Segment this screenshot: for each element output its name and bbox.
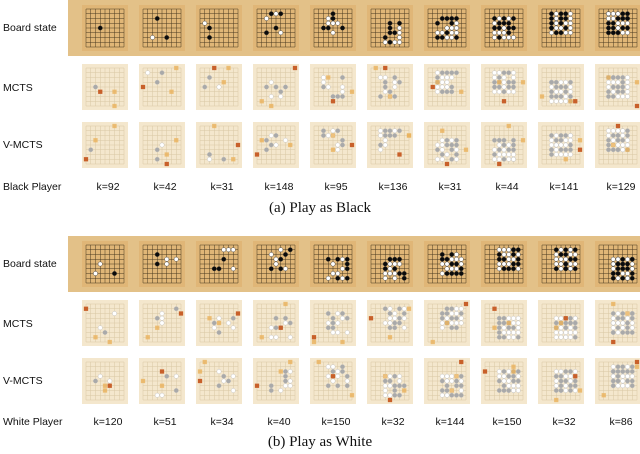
- heatmap-board: [196, 64, 242, 110]
- row-label-mcts: MCTS: [3, 318, 33, 330]
- heatmap-board: [253, 64, 299, 110]
- board-state: [424, 5, 470, 51]
- heatmap-board: [310, 358, 356, 404]
- board-state: [196, 241, 242, 287]
- row-label-board-state: Board state: [3, 22, 57, 34]
- heatmap-board: [139, 300, 185, 346]
- row-label-mcts: MCTS: [3, 82, 33, 94]
- row-label-board-state: Board state: [3, 258, 57, 270]
- heatmap-board: [538, 358, 584, 404]
- k-values-row: k=92 k=42 k=31 k=148 k=95 k=136 k=31 k=4…: [0, 181, 640, 195]
- k-value: k=31: [210, 181, 234, 193]
- board-state: [595, 241, 640, 287]
- k-value: k=32: [552, 416, 576, 428]
- k-value: k=136: [378, 181, 408, 193]
- heatmap-board: [424, 358, 470, 404]
- heatmap-board: [367, 358, 413, 404]
- heatmap-board: [367, 300, 413, 346]
- board-state: [424, 241, 470, 287]
- heatmap-board: [538, 300, 584, 346]
- heatmap-board: [481, 64, 527, 110]
- board-state: [538, 241, 584, 287]
- k-values-row: k=120 k=51 k=34 k=40 k=150 k=32 k=144 k=…: [0, 416, 640, 430]
- k-value: k=141: [549, 181, 579, 193]
- heatmap-board: [196, 300, 242, 346]
- player-label: Black Player: [3, 181, 62, 193]
- heatmap-board: [538, 122, 584, 168]
- board-state: [595, 5, 640, 51]
- board-state: [82, 241, 128, 287]
- k-value: k=92: [96, 181, 120, 193]
- k-value: k=51: [153, 416, 177, 428]
- heatmap-board: [538, 64, 584, 110]
- heatmap-board: [310, 300, 356, 346]
- heatmap-board: [367, 64, 413, 110]
- caption-a: (a) Play as Black: [268, 200, 372, 216]
- k-value: k=129: [606, 181, 636, 193]
- heatmap-board: [310, 122, 356, 168]
- k-value: k=144: [435, 416, 465, 428]
- heatmap-board: [481, 358, 527, 404]
- heatmap-board: [367, 122, 413, 168]
- k-value: k=31: [438, 181, 462, 193]
- heatmap-board: [196, 358, 242, 404]
- k-value: k=148: [264, 181, 294, 193]
- heatmap-board: [595, 122, 640, 168]
- heatmap-board: [253, 300, 299, 346]
- board-state: [139, 5, 185, 51]
- row-label-v-mcts: V-MCTS: [3, 139, 43, 151]
- heatmap-board: [481, 300, 527, 346]
- k-value: k=42: [153, 181, 177, 193]
- board-state: [253, 241, 299, 287]
- heatmap-board: [424, 64, 470, 110]
- board-state: [310, 5, 356, 51]
- heatmap-board: [253, 358, 299, 404]
- board-state: [481, 241, 527, 287]
- board-state: [310, 241, 356, 287]
- heatmap-board: [139, 122, 185, 168]
- board-state: [538, 5, 584, 51]
- heatmap-board: [481, 122, 527, 168]
- k-value: k=95: [324, 181, 348, 193]
- heatmap-board: [595, 358, 640, 404]
- caption-b: (b) Play as White: [267, 434, 373, 450]
- board-state: [253, 5, 299, 51]
- heatmap-board: [253, 122, 299, 168]
- row-label-v-mcts: V-MCTS: [3, 375, 43, 387]
- heatmap-board: [82, 300, 128, 346]
- heatmap-board: [82, 122, 128, 168]
- panel-play-as-black: Board state MCTS V-MCTS Black Player k=9…: [0, 0, 640, 225]
- k-value: k=32: [381, 416, 405, 428]
- board-state: [196, 5, 242, 51]
- heatmap-board: [310, 64, 356, 110]
- heatmap-board: [424, 300, 470, 346]
- k-value: k=34: [210, 416, 234, 428]
- heatmap-board: [595, 64, 640, 110]
- board-state: [367, 241, 413, 287]
- heatmap-board: [139, 64, 185, 110]
- k-value: k=150: [492, 416, 522, 428]
- k-value: k=86: [609, 416, 633, 428]
- heatmap-board: [82, 358, 128, 404]
- heatmap-board: [196, 122, 242, 168]
- board-state: [367, 5, 413, 51]
- k-value: k=120: [93, 416, 123, 428]
- board-state: [481, 5, 527, 51]
- board-state: [82, 5, 128, 51]
- player-label: White Player: [3, 416, 63, 428]
- k-value: k=40: [267, 416, 291, 428]
- k-value: k=44: [495, 181, 519, 193]
- heatmap-board: [82, 64, 128, 110]
- heatmap-board: [424, 122, 470, 168]
- panel-play-as-white: Board state MCTS V-MCTS White Player k=1…: [0, 236, 640, 454]
- k-value: k=150: [321, 416, 351, 428]
- heatmap-board: [139, 358, 185, 404]
- heatmap-board: [595, 300, 640, 346]
- board-state: [139, 241, 185, 287]
